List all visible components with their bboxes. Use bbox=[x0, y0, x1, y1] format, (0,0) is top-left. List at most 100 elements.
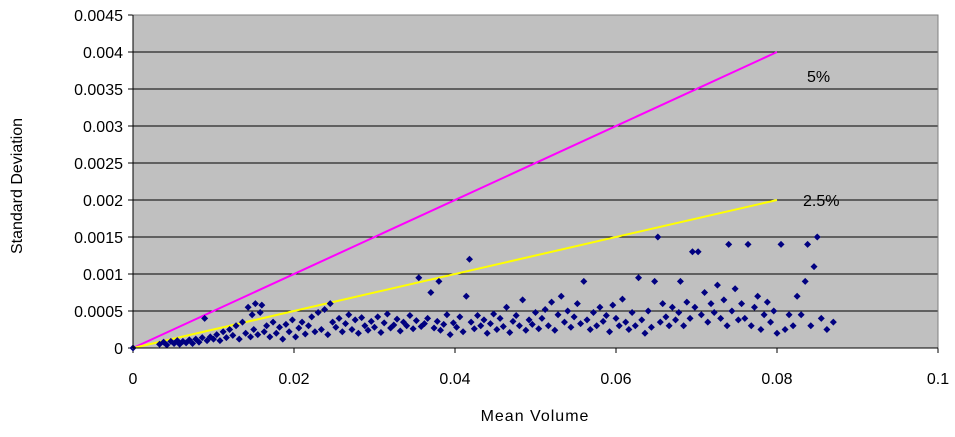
y-tick-label: 0.0015 bbox=[74, 230, 123, 247]
data-point bbox=[810, 263, 818, 271]
data-point bbox=[483, 329, 491, 337]
data-point bbox=[548, 298, 556, 306]
data-point bbox=[704, 318, 712, 326]
data-point bbox=[557, 292, 565, 300]
data-point bbox=[266, 333, 274, 341]
data-point bbox=[247, 333, 255, 341]
data-point bbox=[406, 311, 414, 319]
data-point bbox=[503, 303, 511, 311]
x-axis-title: Mean Volume bbox=[481, 408, 590, 425]
data-point bbox=[427, 289, 435, 296]
data-point bbox=[462, 292, 470, 300]
data-point bbox=[789, 322, 797, 330]
x-tick-label: 0.08 bbox=[761, 371, 792, 388]
data-point bbox=[680, 322, 688, 330]
data-point bbox=[644, 307, 652, 315]
data-point bbox=[606, 328, 614, 336]
data-point bbox=[308, 313, 316, 321]
data-point bbox=[285, 328, 293, 336]
data-point bbox=[577, 320, 585, 328]
data-point bbox=[728, 307, 736, 315]
y-tick-label: 0.002 bbox=[83, 193, 123, 210]
data-point bbox=[163, 341, 171, 349]
data-point bbox=[420, 320, 428, 328]
data-point bbox=[201, 314, 209, 322]
data-point bbox=[490, 310, 498, 318]
data-point bbox=[509, 317, 517, 325]
data-point bbox=[433, 317, 441, 325]
data-point bbox=[515, 322, 523, 330]
data-point bbox=[823, 326, 831, 333]
data-point bbox=[210, 335, 217, 343]
data-point bbox=[345, 311, 353, 319]
data-point bbox=[409, 325, 417, 333]
data-point bbox=[213, 331, 221, 339]
data-point bbox=[801, 277, 809, 285]
data-point bbox=[329, 318, 337, 326]
data-point bbox=[596, 303, 604, 311]
data-point bbox=[351, 316, 359, 324]
data-point bbox=[668, 303, 676, 311]
data-point bbox=[615, 322, 623, 330]
data-point bbox=[717, 314, 725, 322]
data-point bbox=[256, 308, 264, 316]
data-point bbox=[453, 323, 461, 331]
data-point bbox=[804, 240, 812, 248]
data-point bbox=[519, 296, 527, 304]
data-point bbox=[486, 320, 494, 328]
data-point bbox=[424, 314, 432, 322]
data-point bbox=[244, 303, 252, 311]
data-point bbox=[317, 326, 325, 333]
data-point bbox=[618, 295, 626, 303]
data-point bbox=[770, 307, 778, 315]
plot-area bbox=[133, 15, 938, 348]
data-point bbox=[773, 329, 781, 337]
data-point bbox=[459, 328, 467, 336]
data-point bbox=[813, 233, 821, 241]
data-point bbox=[522, 326, 530, 334]
y-tick-label: 0.003 bbox=[83, 119, 123, 136]
data-point bbox=[686, 314, 694, 322]
data-point bbox=[793, 292, 801, 300]
data-point bbox=[609, 301, 617, 309]
data-point bbox=[713, 281, 721, 289]
y-axis-title: Standard Deviation bbox=[9, 118, 26, 254]
data-point bbox=[757, 326, 765, 333]
y-tick-label: 0 bbox=[114, 341, 123, 358]
data-point bbox=[477, 322, 485, 330]
data-point bbox=[535, 325, 543, 333]
data-point bbox=[538, 314, 546, 322]
x-tick-label: 0.06 bbox=[600, 371, 631, 388]
data-point bbox=[295, 324, 303, 332]
data-point bbox=[219, 328, 227, 336]
data-point bbox=[383, 310, 391, 318]
data-point bbox=[465, 255, 473, 263]
plot-background bbox=[133, 15, 938, 348]
data-point bbox=[335, 314, 343, 322]
data-point bbox=[250, 326, 258, 333]
data-point bbox=[754, 292, 762, 300]
y-tick-label: 0.0045 bbox=[74, 8, 123, 25]
data-point bbox=[707, 300, 715, 308]
data-point bbox=[189, 340, 197, 348]
data-point bbox=[817, 314, 825, 322]
data-point bbox=[573, 300, 581, 308]
data-point bbox=[747, 322, 755, 330]
y-tick-label: 0.001 bbox=[83, 267, 123, 284]
data-point bbox=[440, 320, 448, 328]
data-point bbox=[599, 317, 607, 325]
data-point bbox=[229, 331, 237, 339]
data-point bbox=[198, 334, 206, 342]
data-point bbox=[324, 331, 332, 339]
data-point bbox=[647, 323, 655, 331]
data-point bbox=[269, 318, 277, 326]
data-point bbox=[292, 333, 300, 341]
data-point bbox=[641, 329, 649, 337]
data-point bbox=[777, 240, 785, 248]
data-point bbox=[415, 274, 423, 282]
data-point bbox=[251, 300, 259, 308]
data-point bbox=[272, 329, 280, 337]
data-point bbox=[744, 240, 752, 248]
